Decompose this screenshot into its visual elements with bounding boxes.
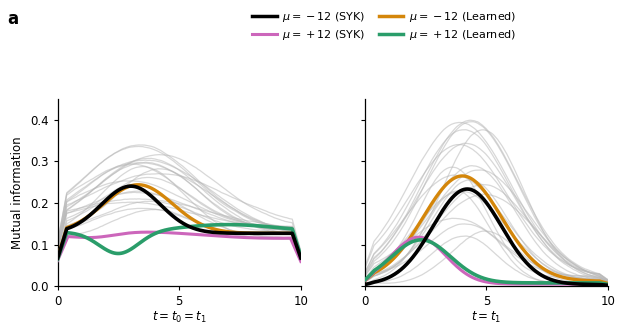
X-axis label: $t = t_1$: $t = t_1$ xyxy=(471,310,502,325)
X-axis label: $t = t_0 = t_1$: $t = t_0 = t_1$ xyxy=(152,310,207,325)
Legend: $\mu = -12$ (SYK), $\mu = +12$ (SYK), $\mu = -12$ (Learned), $\mu = +12$ (Learne: $\mu = -12$ (SYK), $\mu = +12$ (SYK), $\… xyxy=(248,6,520,46)
Y-axis label: Mutual information: Mutual information xyxy=(12,136,24,249)
Text: a: a xyxy=(8,10,19,28)
